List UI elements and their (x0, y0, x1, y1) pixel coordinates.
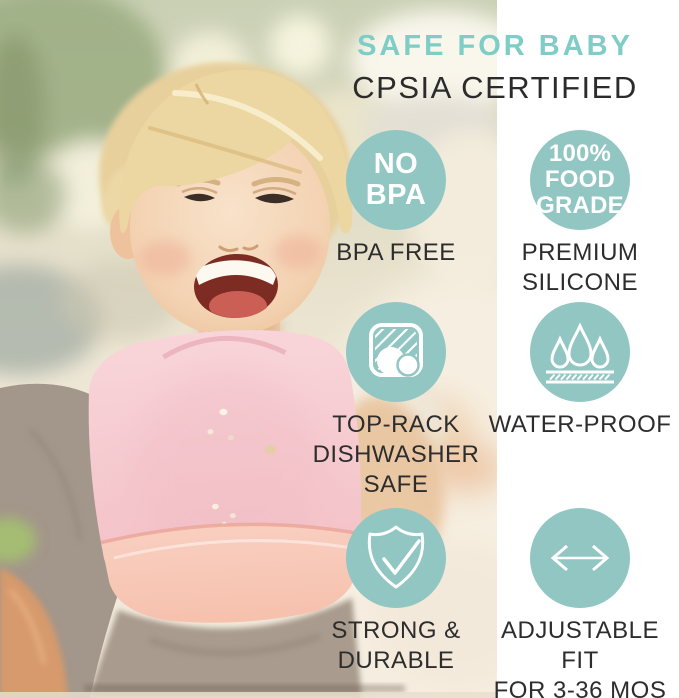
badge-premium-silicone: 100% FOOD GRADE PREMIUM SILICONE (480, 130, 679, 298)
pink-bib (88, 330, 362, 623)
badge-label-strong-durable: STRONG & DURABLE (331, 617, 461, 674)
badge-label-bpa-free: BPA FREE (336, 239, 456, 266)
page-title: SAFE FOR BABY (357, 30, 633, 62)
adjustable-arrows-icon (530, 508, 630, 608)
badge-strong-durable: STRONG & DURABLE (296, 508, 496, 676)
food-grade-icon: 100% FOOD GRADE (530, 130, 630, 230)
bib-pocket (100, 522, 358, 623)
badge-label-premium-silicone: PREMIUM SILICONE (521, 239, 639, 296)
no-bpa-icon: NO BPA (346, 130, 446, 230)
badge-label-dishwasher-safe: TOP-RACK DISHWASHER SAFE (312, 411, 480, 498)
badge-dishwasher-safe: TOP-RACK DISHWASHER SAFE (296, 302, 496, 500)
badge-adjustable-fit: ADJUSTABLE FIT FOR 3-36 MOS (480, 508, 679, 698)
adult-arm (0, 518, 68, 698)
food-grade-icon-text: 100% FOOD GRADE (536, 140, 624, 219)
badge-bpa-free: NO BPA BPA FREE (296, 130, 496, 268)
dishwasher-icon (346, 302, 446, 402)
no-bpa-icon-text: NO BPA (365, 148, 427, 211)
water-drops-icon (530, 302, 630, 402)
header: SAFE FOR BABY CPSIA CERTIFIED (305, 30, 679, 106)
badge-water-proof: WATER-PROOF (480, 302, 679, 440)
badge-label-adjustable-fit: ADJUSTABLE FIT FOR 3-36 MOS (493, 617, 667, 698)
badge-label-water-proof: WATER-PROOF (488, 411, 672, 438)
page-subtitle: CPSIA CERTIFIED (352, 70, 638, 105)
shield-check-icon (346, 508, 446, 608)
